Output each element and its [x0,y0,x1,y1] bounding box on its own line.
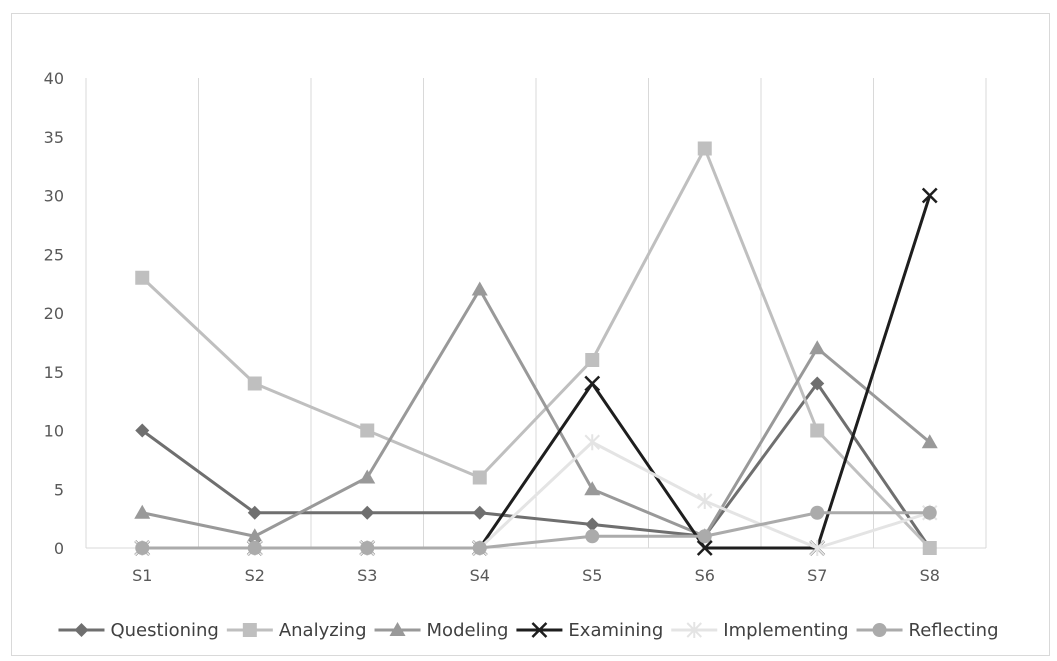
data-point-examining [921,187,938,204]
y-tick-label: 10 [44,422,64,441]
legend-label: Questioning [110,620,218,641]
data-point-reflecting [585,529,600,544]
x-tick-label: S5 [582,566,602,585]
data-point-modeling [359,469,376,484]
series-analyzing [135,141,937,555]
data-point-implementing [697,493,713,509]
legend: Questioning Analyzing Modeling Examining Imp… [58,620,999,641]
legend-marker [872,623,887,637]
data-point-questioning [585,517,600,532]
x-tick-label: S2 [245,566,265,585]
data-point-questioning [247,505,262,520]
data-point-questioning [135,423,150,438]
legend-item-analyzing: Analyzing [226,620,367,641]
x-tick-label: S8 [920,566,940,585]
legend-item-implementing: Implementing [671,620,849,641]
series-line-modeling [141,288,931,538]
legend-label: Reflecting [909,620,999,641]
y-tick-label: 5 [54,480,64,499]
x-tick-label: S3 [357,566,377,585]
y-tick-label: 30 [44,187,64,206]
data-point-reflecting [360,541,375,555]
data-point-reflecting [810,505,825,520]
x-tick-label: S7 [807,566,827,585]
data-point-implementing [584,434,600,451]
data-point-reflecting [472,541,487,555]
legend-marker [242,623,257,637]
data-point-modeling [246,528,263,543]
y-tick-label: 15 [44,363,64,382]
legend-item-questioning: Questioning [58,620,219,641]
data-point-questioning [472,505,487,520]
series-line-questioning [141,382,931,549]
series-line-analyzing [141,147,931,550]
y-tick-label: 35 [44,128,64,147]
data-point-analyzing [585,353,600,367]
legend-item-reflecting: Reflecting [856,620,999,641]
data-point-modeling [134,504,151,519]
data-point-analyzing [922,541,937,555]
y-tick-label: 20 [44,304,64,323]
legend-label: Analyzing [279,620,367,641]
legend-item-examining: Examining [516,620,663,641]
y-tick-label: 40 [44,69,64,88]
data-point-reflecting [247,541,262,555]
y-axis-labels: 0 5 10 15 20 25 30 35 40 [44,69,64,558]
data-point-reflecting [922,505,937,520]
data-point-reflecting [135,541,150,555]
series-reflecting [135,505,937,555]
y-tick-label: 25 [44,245,64,264]
legend-label: Implementing [723,620,848,641]
data-point-modeling [809,340,826,355]
data-point-reflecting [697,529,712,544]
gridlines [85,78,987,548]
x-axis-labels: S1 S2 S3 S4 S5 S6 S7 S8 [132,566,940,585]
x-tick-label: S4 [470,566,490,585]
data-point-analyzing [360,423,375,438]
data-point-analyzing [810,423,825,438]
x-tick-label: S6 [695,566,715,585]
legend-marker [389,622,406,636]
legend-marker [74,623,89,637]
data-point-analyzing [247,376,262,391]
data-point-examining [696,540,713,556]
data-point-modeling [921,434,938,449]
y-tick-label: 0 [54,539,64,558]
data-point-analyzing [135,270,150,285]
legend-label: Examining [568,620,663,641]
series-line-reflecting [142,511,930,550]
data-point-modeling [584,481,601,496]
legend-marker [686,622,702,638]
data-point-analyzing [472,470,487,485]
data-point-analyzing [697,141,712,156]
data-point-questioning [360,505,375,520]
legend-label: Modeling [427,620,509,641]
legend-marker [531,622,548,638]
legend-item-modeling: Modeling [374,620,509,641]
data-point-examining [584,375,601,392]
data-point-implementing [809,540,825,556]
data-point-modeling [471,281,488,296]
x-tick-label: S1 [132,566,152,585]
data-point-questioning [810,376,825,391]
